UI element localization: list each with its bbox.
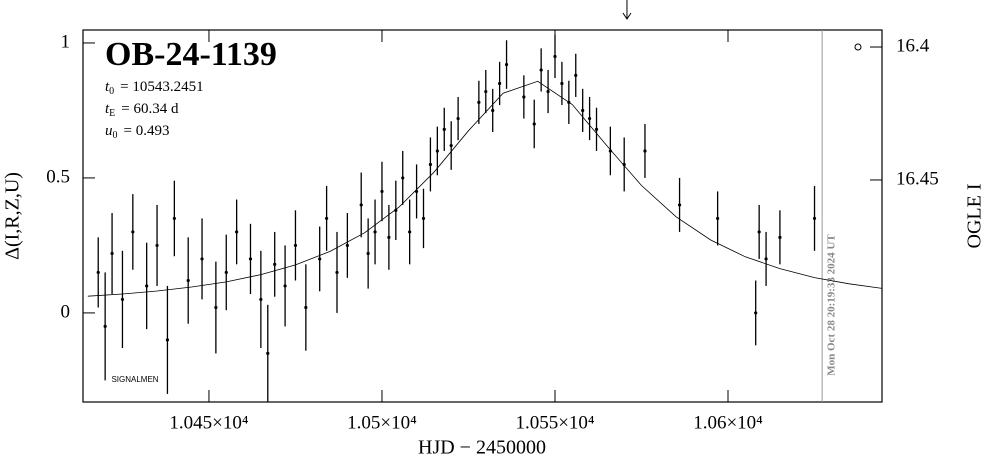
data-point (812, 216, 817, 221)
data-point (594, 127, 599, 131)
model-curve (87, 80, 882, 297)
data-point (131, 230, 135, 234)
y2-tick-label: 16.45 (896, 168, 939, 189)
data-point (716, 216, 720, 221)
data-point (266, 351, 270, 356)
data-point (442, 127, 446, 131)
data-point (428, 162, 433, 167)
data-point (754, 311, 758, 315)
data-point (186, 278, 190, 283)
data-point (643, 149, 647, 153)
data-point (574, 73, 578, 77)
param-symbol: u (105, 123, 113, 139)
data-point (581, 108, 585, 113)
data-point (335, 270, 339, 275)
param-symbol: t (105, 79, 110, 95)
x-axis-label: HJD − 2450000 (418, 437, 546, 459)
date-stamp: Mon Oct 28 20:19:33 2024 UT (826, 234, 838, 376)
data-point (248, 257, 253, 261)
data-point (145, 284, 149, 288)
data-point (373, 230, 377, 234)
data-point (560, 81, 564, 86)
plot-frame (82, 29, 883, 403)
data-point (522, 95, 526, 99)
data-point (120, 297, 125, 302)
data-point (110, 251, 114, 256)
data-point (414, 189, 419, 194)
data-point (103, 324, 107, 329)
param-symbol: t (105, 101, 110, 117)
corner-marker (854, 43, 862, 51)
data-point (214, 305, 218, 310)
data-point (539, 68, 543, 72)
param-text: u0 = 0.493 (105, 123, 169, 141)
data-point (380, 189, 384, 194)
chart-title: OB-24-1139 (105, 36, 277, 73)
data-point (224, 270, 228, 275)
y-tick-label: 1 (61, 31, 71, 52)
data-point (532, 122, 536, 126)
data-point (235, 230, 239, 234)
data-point (293, 243, 298, 248)
data-point (608, 149, 612, 153)
data-point (587, 116, 592, 121)
data-point (259, 297, 263, 302)
data-point (622, 162, 626, 167)
data-point (477, 100, 481, 104)
data-point (96, 270, 100, 275)
data-point (504, 62, 509, 67)
x-tick-label: 1.06×10⁴ (693, 412, 763, 433)
data-point (491, 108, 495, 113)
data-point (546, 89, 550, 94)
data-point (165, 338, 170, 342)
data-point (553, 54, 557, 59)
data-point (318, 257, 322, 261)
data-point (778, 235, 782, 239)
param-sub: 0 (109, 86, 114, 97)
data-point (456, 116, 460, 121)
data-point (449, 143, 453, 148)
data-point (359, 203, 363, 207)
param-sub: 0 (113, 130, 118, 141)
data-point (283, 284, 287, 288)
data-point (435, 149, 439, 153)
data-point (304, 305, 308, 310)
y-tick-label: 0 (61, 301, 71, 322)
data-point (764, 257, 768, 261)
data-point (200, 257, 204, 261)
y2-axis-label: OGLE I (964, 184, 986, 249)
data-point (387, 235, 391, 239)
data-point (345, 243, 349, 248)
data-point (677, 203, 682, 207)
param-text: t0 = 10543.2451 (105, 79, 204, 97)
data-point (172, 216, 176, 221)
y-tick-label: 0.5 (46, 166, 70, 187)
data-point (421, 216, 426, 221)
y2-tick-label: 16.4 (896, 35, 930, 56)
x-tick-label: 1.055×10⁴ (515, 412, 594, 433)
data-point (155, 243, 159, 248)
x-tick-label: 1.05×10⁴ (347, 412, 417, 433)
param-value: = 60.34 d (121, 101, 179, 117)
param-value: = 0.493 (124, 123, 170, 139)
x-tick-label: 1.045×10⁴ (169, 412, 248, 433)
param-value: = 10543.2451 (120, 79, 203, 95)
data-point (366, 251, 370, 256)
param-text: tE = 60.34 d (105, 101, 179, 119)
y-axis-label: Δ(I,R,Z,U) (2, 172, 24, 260)
data-point (408, 230, 412, 234)
footer-tag: SIGNALMEN (111, 375, 158, 384)
data-point (567, 100, 571, 104)
data-point (325, 216, 329, 221)
data-point (498, 81, 502, 86)
event-arrow-head (622, 12, 632, 20)
data-point (394, 208, 398, 212)
data-point (401, 176, 405, 180)
data-point (757, 230, 761, 234)
data-point (273, 262, 277, 266)
data-point (484, 89, 488, 94)
param-sub: E (109, 108, 115, 119)
